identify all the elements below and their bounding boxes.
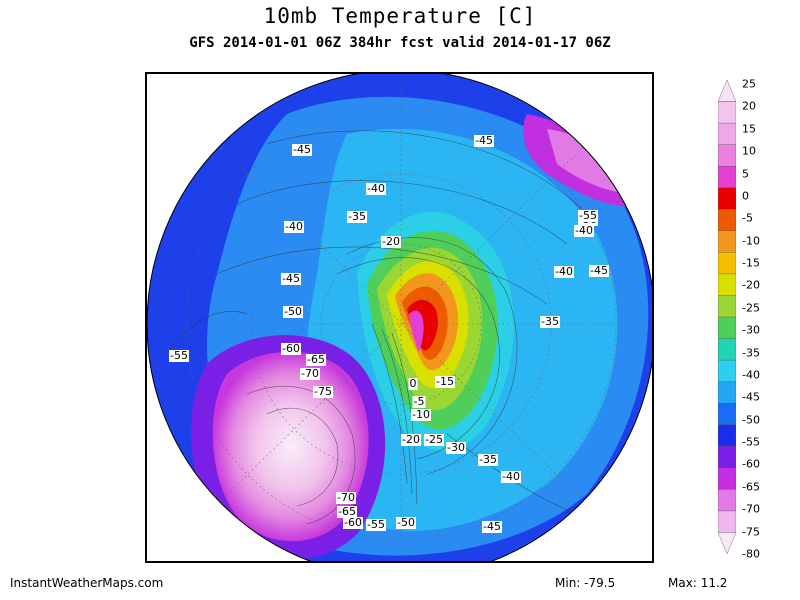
colorbar-swatch xyxy=(717,144,737,167)
colorbar-tick-label: -55 xyxy=(742,435,760,449)
colorbar-tick-label: -25 xyxy=(742,301,760,315)
contour-label: -5 xyxy=(412,395,426,408)
colorbar-swatch xyxy=(717,252,737,275)
contour-label: -70 xyxy=(300,367,320,380)
colorbar-tick-label: -5 xyxy=(742,211,753,225)
colorbar-swatch xyxy=(717,295,737,318)
contour-label: -40 xyxy=(574,224,594,237)
colorbar-swatch xyxy=(717,230,737,254)
contour-label: -45 xyxy=(482,520,502,533)
contour-label: -70 xyxy=(336,491,356,504)
contour-label: -45 xyxy=(292,143,312,156)
colorbar-swatch xyxy=(717,101,737,124)
contour-label: -35 xyxy=(540,315,560,328)
colorbar-swatch xyxy=(717,209,737,232)
contour-label: -35 xyxy=(478,453,498,466)
contour-label: -40 xyxy=(554,265,574,278)
colorbar-swatch xyxy=(717,338,737,361)
contour-label: -60 xyxy=(281,342,301,355)
colorbar-tick-label: -20 xyxy=(742,278,760,292)
colorbar-tick-label: 15 xyxy=(742,122,756,136)
colorbar-swatch xyxy=(717,467,737,491)
contour-label: -60 xyxy=(343,516,363,529)
colorbar-tick-label: 20 xyxy=(742,99,756,113)
site-credit: InstantWeatherMaps.com xyxy=(10,576,164,590)
colorbar-tick-label: 10 xyxy=(742,144,756,158)
colorbar-swatch xyxy=(717,489,737,512)
contour-label: -20 xyxy=(381,235,401,248)
contour-label: 0 xyxy=(408,377,418,390)
map-graphic xyxy=(147,74,652,561)
colorbar xyxy=(717,79,737,555)
colorbar-swatch xyxy=(717,79,737,102)
colorbar-tick-label: 25 xyxy=(742,77,756,91)
contour-label: -35 xyxy=(347,210,367,223)
colorbar-tick-label: -80 xyxy=(742,547,760,561)
colorbar-tick-label: -10 xyxy=(742,234,760,248)
colorbar-tick-label: -75 xyxy=(742,525,760,539)
contour-label: -55 xyxy=(169,349,189,362)
contour-label: -40 xyxy=(284,220,304,233)
contour-label: -20 xyxy=(401,433,421,446)
contour-label: -10 xyxy=(411,408,431,421)
contour-label: -50 xyxy=(283,305,303,318)
polar-temperature-map: -45 -45 -40 -35 -40 -20 -45 -50 -55 -60 -65 -70 -75-… xyxy=(145,72,654,563)
colorbar-tick-label: -45 xyxy=(742,390,760,404)
contour-label: -50 xyxy=(396,516,416,529)
max-value: 11.2 xyxy=(700,576,728,590)
colorbar-swatch xyxy=(717,122,737,146)
colorbar-tick-label: -30 xyxy=(742,323,760,337)
colorbar-tick-label: -15 xyxy=(742,256,760,270)
contour-label: -45 xyxy=(589,264,609,277)
contour-label: -15 xyxy=(435,375,455,388)
colorbar-tick-label: -65 xyxy=(742,480,760,494)
colorbar-swatch xyxy=(717,381,737,404)
colorbar-swatch xyxy=(717,424,737,447)
colorbar-tick-label: -70 xyxy=(742,502,760,516)
contour-label: -45 xyxy=(474,134,494,147)
colorbar-swatch xyxy=(717,510,737,534)
colorbar-tick-label: 5 xyxy=(742,167,749,181)
contour-label: -40 xyxy=(366,182,386,195)
min-label: Min: xyxy=(555,576,581,590)
contour-label: -65 xyxy=(337,505,357,518)
colorbar-swatch xyxy=(717,402,737,426)
contour-label: -40 xyxy=(501,470,521,483)
map-subtitle: GFS 2014-01-01 06Z 384hr fcst valid 2014… xyxy=(189,35,611,51)
map-title: 10mb Temperature [C] xyxy=(263,4,537,28)
contour-label: -25 xyxy=(424,433,444,446)
colorbar-tick-label: 0 xyxy=(742,189,749,203)
max-label: Max: xyxy=(668,576,697,590)
colorbar-tick-label: -50 xyxy=(742,413,760,427)
colorbar-swatch xyxy=(717,359,737,383)
min-value: -79.5 xyxy=(584,576,616,590)
colorbar-swatch xyxy=(717,165,737,189)
colorbar-swatch xyxy=(717,316,737,340)
colorbar-swatch xyxy=(717,532,737,555)
contour-label: -55 xyxy=(578,209,598,222)
contour-label: -65 xyxy=(306,353,326,366)
contour-label: -55 xyxy=(366,518,386,531)
min-readout: Min: -79.5 xyxy=(555,576,615,590)
max-readout: Max: 11.2 xyxy=(668,576,727,590)
colorbar-tick-label: -35 xyxy=(742,346,760,360)
contour-label: -30 xyxy=(446,441,466,454)
contour-label: -75 xyxy=(313,385,333,398)
colorbar-tick-label: -60 xyxy=(742,457,760,471)
colorbar-swatch xyxy=(717,273,737,297)
colorbar-tick-label: -40 xyxy=(742,368,760,382)
contour-label: -45 xyxy=(281,272,301,285)
colorbar-swatch xyxy=(717,187,737,210)
colorbar-swatch xyxy=(717,446,737,469)
colorbar-graphic xyxy=(717,79,737,555)
